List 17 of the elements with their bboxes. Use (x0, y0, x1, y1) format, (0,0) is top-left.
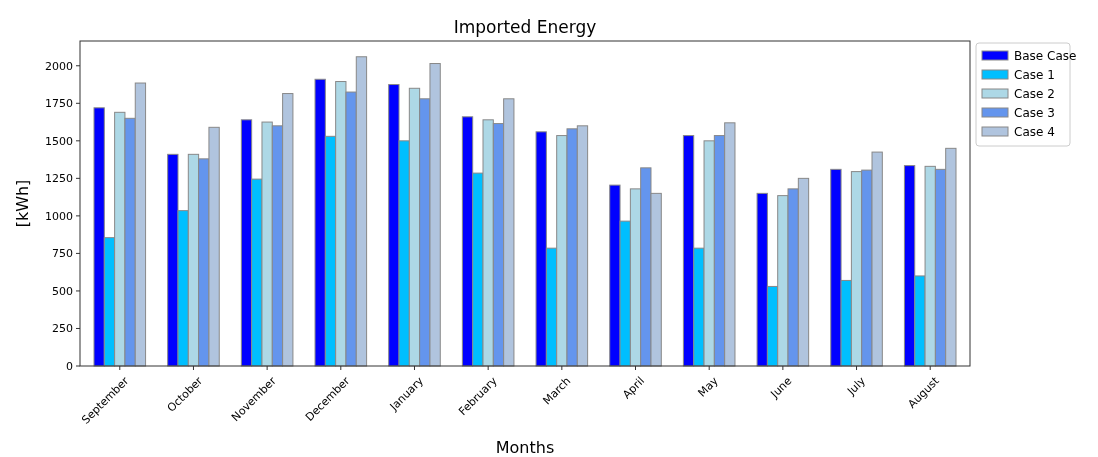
x-axis-title: Months (495, 438, 555, 457)
y-tick-label: 500 (52, 284, 73, 298)
legend-label: Case 3 (1014, 106, 1055, 121)
y-tick-label: 1000 (45, 209, 73, 223)
y-tick-label: 1500 (45, 134, 73, 148)
legend-label: Case 2 (1014, 87, 1055, 102)
y-tick-label: 0 (66, 359, 73, 373)
y-tick-label: 750 (52, 247, 73, 261)
y-axis-title: [kWh] (13, 179, 32, 228)
legend-label: Case 1 (1014, 68, 1055, 83)
legend-label: Case 4 (1014, 125, 1055, 140)
y-tick-label: 1250 (45, 172, 73, 186)
chart-title: Imported Energy (453, 17, 597, 37)
y-tick-label: 1750 (45, 97, 73, 111)
legend-label: Base Case (1014, 49, 1077, 64)
y-tick-label: 2000 (45, 59, 73, 73)
y-tick-label: 250 (52, 322, 73, 336)
